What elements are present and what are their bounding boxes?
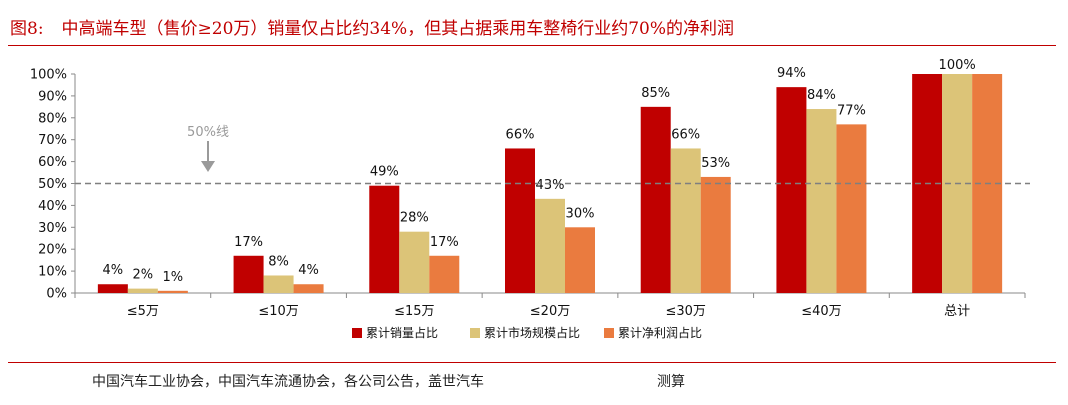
- bar-3: [157, 290, 188, 293]
- bar-3: [293, 284, 324, 293]
- x-tick-label: ≤30万: [665, 304, 705, 319]
- bar-3: [429, 255, 460, 293]
- bar-1: [97, 284, 128, 293]
- y-tick-label: 30%: [38, 221, 67, 236]
- data-label: 1%: [163, 270, 184, 285]
- data-label: 17%: [234, 235, 263, 250]
- figure-title-text: 中高端车型（售价≥20万）销量仅占比约34%，但其占据乘用车整椅行业约70%的净…: [61, 19, 734, 39]
- bar-3: [565, 227, 595, 293]
- data-label: 17%: [430, 235, 459, 250]
- bar-3: [836, 124, 867, 294]
- legend-label-3: 累计净利润占比: [618, 325, 702, 340]
- figure-title: 图8: 中高端车型（售价≥20万）销量仅占比约34%，但其占据乘用车整椅行业约70…: [10, 14, 734, 39]
- bar-1: [776, 87, 807, 293]
- data-label: 49%: [370, 165, 399, 180]
- data-label: 100%: [939, 58, 976, 73]
- x-tick-label: ≤15万: [394, 304, 434, 319]
- bar-2: [535, 198, 565, 293]
- legend-swatch-1: [352, 328, 362, 338]
- x-tick-label: ≤40万: [801, 304, 841, 319]
- y-tick-label: 10%: [38, 265, 67, 280]
- data-label: 8%: [268, 254, 289, 269]
- bar-2: [263, 275, 294, 293]
- x-tick-label: ≤5万: [127, 304, 159, 319]
- data-label: 85%: [641, 86, 670, 101]
- bar-2: [127, 288, 158, 293]
- data-label: 53%: [701, 156, 730, 171]
- data-label: 94%: [777, 66, 806, 81]
- bar-3: [700, 176, 731, 293]
- data-label: 30%: [566, 206, 595, 221]
- legend-label-1: 累计销量占比: [366, 325, 438, 340]
- title-rule: [8, 45, 1056, 46]
- bar-1: [640, 106, 671, 293]
- bar-chart: 0% 10% 20% 30% 40% 50% 60% 70% 80% 90% 100% 4% 2% 1% ≤…: [30, 58, 1030, 340]
- legend-label-2: 累计市场规模占比: [484, 325, 580, 340]
- y-tick-label: 20%: [38, 243, 67, 258]
- data-label: 66%: [671, 127, 700, 142]
- bar-1: [369, 185, 400, 293]
- y-tick-label: 0%: [46, 287, 67, 302]
- data-label: 66%: [506, 127, 535, 142]
- x-tick-label: ≤20万: [530, 304, 570, 319]
- source-footer: 中国汽车工业协会，中国汽车流通协会，各公司公告，盖世汽车 测算: [92, 371, 685, 391]
- y-tick-label: 50%: [38, 177, 67, 192]
- y-tick-label: 100%: [30, 68, 67, 83]
- bar-1: [505, 148, 535, 293]
- down-arrow-head-icon: [201, 161, 215, 172]
- x-tick-label: 总计: [944, 304, 970, 319]
- data-label: 4%: [298, 263, 319, 278]
- bar-2: [670, 148, 701, 293]
- data-label: 28%: [400, 211, 429, 226]
- source-note: 测算: [657, 374, 685, 390]
- data-label: 2%: [133, 268, 154, 283]
- data-label: 84%: [807, 88, 836, 103]
- bar-2: [399, 231, 430, 293]
- x-tick-label: ≤10万: [258, 304, 298, 319]
- legend-swatch-3: [604, 328, 614, 338]
- footer-rule: [8, 362, 1056, 363]
- data-label: 4%: [103, 263, 124, 278]
- y-tick-label: 80%: [38, 111, 67, 126]
- source-text: 中国汽车工业协会，中国汽车流通协会，各公司公告，盖世汽车: [92, 374, 484, 390]
- reference-line-label: 50%线: [187, 125, 229, 140]
- y-tick-label: 70%: [38, 133, 67, 148]
- legend-swatch-2: [470, 328, 480, 338]
- y-tick-label: 90%: [38, 89, 67, 104]
- y-tick-label: 40%: [38, 199, 67, 214]
- bar-2: [806, 109, 837, 293]
- y-tick-label: 60%: [38, 155, 67, 170]
- bar-1: [233, 255, 264, 293]
- data-label: 43%: [536, 178, 565, 193]
- data-label: 77%: [837, 103, 866, 118]
- figure-label: 图8:: [10, 19, 44, 39]
